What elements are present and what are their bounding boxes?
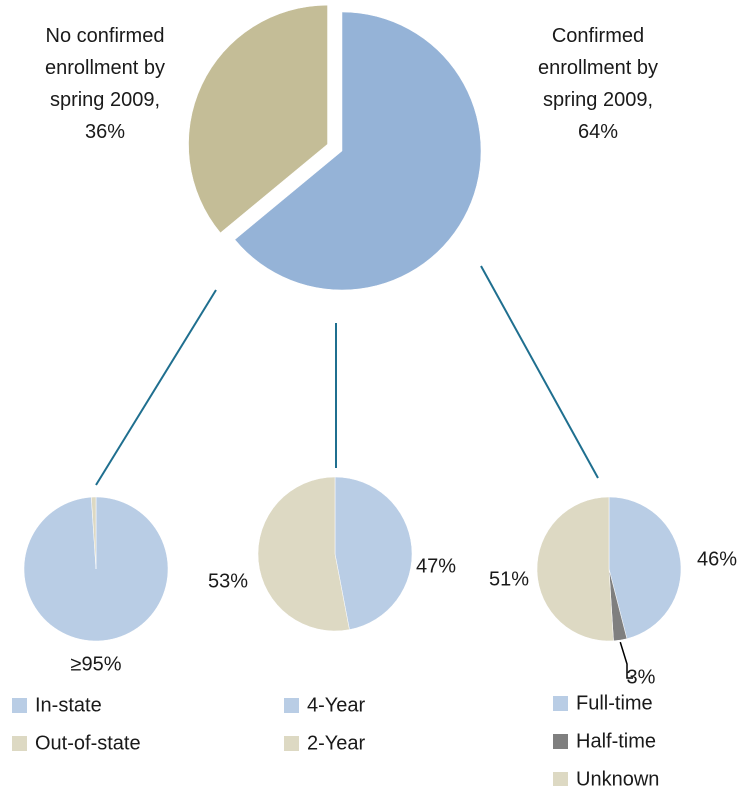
data-label: ≥95% [70, 653, 121, 675]
data-label: Confirmed enrollment by spring 2009, 64% [538, 25, 658, 143]
legend-swatch [553, 696, 568, 711]
legend-label: 4-Year [307, 694, 366, 716]
data-label: No confirmed enrollment by spring 2009, 36% [45, 25, 165, 143]
pie-slice [234, 11, 482, 291]
legend-label: Unknown [576, 768, 659, 786]
data-label: 3% [627, 666, 656, 688]
connector [480, 265, 599, 479]
pie-slice [608, 496, 682, 640]
pie-slice [91, 496, 97, 570]
connector [95, 289, 217, 486]
pie-slice [188, 4, 328, 234]
legend-swatch [553, 772, 568, 786]
data-label: 47% [416, 555, 456, 577]
pie-slice [257, 476, 350, 632]
legend-label: Full-time [576, 692, 653, 714]
legend-swatch [12, 736, 27, 751]
legend-label: Out-of-state [35, 732, 141, 754]
legend-label: Half-time [576, 730, 656, 752]
pie-slice [536, 496, 614, 642]
data-label: 46% [697, 548, 737, 570]
legend-label: 2-Year [307, 732, 366, 754]
legend-swatch [553, 734, 568, 749]
legend-label: In-state [35, 694, 102, 716]
data-label: 53% [208, 570, 248, 592]
legend-swatch [284, 698, 299, 713]
pie-slice [334, 476, 413, 630]
leader-line [619, 641, 633, 679]
data-label: 51% [489, 568, 529, 590]
legend-swatch [12, 698, 27, 713]
legend-swatch [284, 736, 299, 751]
